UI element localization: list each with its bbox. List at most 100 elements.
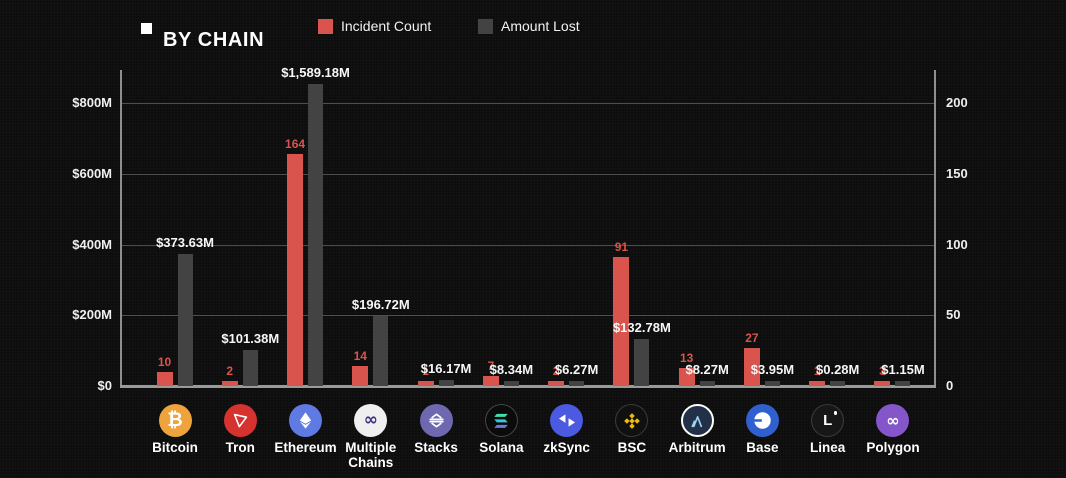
incident-count-bar[interactable] bbox=[482, 376, 499, 386]
incident-count-value: 91 bbox=[614, 240, 629, 255]
arbitrum-icon bbox=[680, 404, 714, 437]
amount-lost-value: $132.78M bbox=[612, 320, 671, 336]
bar-group-stacks: 1 $16.17M bbox=[403, 70, 471, 386]
chain-label-zksync: zkSync bbox=[543, 440, 590, 455]
bar-group-ethereum: 164 $1,589.18M bbox=[273, 65, 350, 386]
amount-lost-bar[interactable] bbox=[699, 381, 715, 386]
chain-label-stacks: Stacks bbox=[414, 440, 458, 455]
incident-count-bar[interactable] bbox=[548, 381, 565, 386]
chain-label-solana: Solana bbox=[479, 440, 524, 455]
tron-icon bbox=[223, 404, 257, 437]
bar-group-arbitrum: 13 $8.27M bbox=[664, 70, 730, 386]
left-axis-tick: $600M bbox=[72, 165, 112, 181]
bar-group-multiple-chains: 14 $196.72M bbox=[338, 70, 410, 386]
linea-icon: L bbox=[811, 404, 845, 437]
gridline-600 bbox=[122, 173, 934, 175]
legend-item-amount-lost[interactable]: Amount Lost bbox=[478, 19, 580, 34]
amount-lost-bar[interactable] bbox=[895, 381, 911, 386]
zksync-icon bbox=[550, 404, 584, 437]
incident-count-bar[interactable] bbox=[874, 381, 891, 386]
y-axis-left-line bbox=[120, 70, 122, 386]
ethereum-icon bbox=[289, 404, 323, 437]
amount-lost-bar[interactable] bbox=[634, 339, 650, 386]
left-axis-tick: $0 bbox=[97, 378, 112, 393]
incident-count-bar[interactable] bbox=[613, 257, 630, 386]
legend-label: Amount Lost bbox=[501, 18, 580, 34]
amount-lost-bar[interactable] bbox=[308, 84, 324, 386]
chart-title: BY CHAIN bbox=[163, 29, 265, 52]
gridline-400 bbox=[122, 244, 934, 246]
incident-count-value: 2 bbox=[552, 364, 560, 378]
incident-count-bar[interactable] bbox=[809, 381, 826, 386]
incident-count-bar[interactable] bbox=[417, 381, 434, 386]
gridline-800 bbox=[122, 103, 934, 104]
chain-label-multiple-chains: Multiple Chains bbox=[345, 440, 397, 470]
bsc-icon bbox=[615, 404, 649, 437]
bar-group-bsc: 91 $132.78M bbox=[599, 70, 671, 386]
right-axis-tick: 50 bbox=[946, 307, 961, 323]
incident-count-value: 27 bbox=[745, 330, 759, 345]
incident-count-value: 7 bbox=[487, 359, 495, 374]
bar-group-tron: 2 $101.38M bbox=[207, 70, 279, 386]
base-icon bbox=[745, 404, 779, 437]
chain-label-linea: Linea bbox=[810, 440, 846, 455]
amount-lost-value: $8.34M bbox=[489, 362, 534, 377]
amount-lost-bar[interactable] bbox=[764, 381, 780, 386]
left-axis-tick: $800M bbox=[72, 95, 112, 110]
bar-group-bitcoin: 10 $373.63M bbox=[142, 70, 214, 386]
incident-count-bar[interactable] bbox=[156, 371, 173, 386]
incident-count-value: 3 bbox=[879, 364, 886, 378]
amount-lost-value: $1.15M bbox=[881, 362, 925, 377]
chain-label-base: Base bbox=[746, 440, 779, 455]
solana-icon bbox=[484, 404, 518, 437]
amount-lost-value: $0.28M bbox=[816, 362, 860, 377]
amount-lost-value: $8.27M bbox=[685, 362, 729, 377]
title-bullet-square bbox=[141, 23, 152, 34]
incident-count-value: 2 bbox=[226, 364, 234, 378]
incident-count-bar[interactable] bbox=[743, 347, 760, 386]
bar-group-polygon: 3 $1.15M bbox=[860, 70, 926, 386]
incident-count-bar[interactable] bbox=[678, 367, 695, 386]
gridline-200 bbox=[122, 315, 934, 317]
bar-group-linea: 1 $0.28M bbox=[795, 70, 861, 386]
y-axis-right-line bbox=[934, 70, 936, 386]
bar-group-base: 27 $3.95M bbox=[729, 70, 795, 386]
incident-count-value: 10 bbox=[157, 354, 172, 369]
incident-count-value: 1 bbox=[813, 364, 821, 378]
right-axis-tick: 150 bbox=[946, 165, 968, 181]
legend-swatch-incident-count bbox=[318, 19, 333, 34]
amount-lost-value: $196.72M bbox=[351, 297, 410, 313]
amount-lost-value: $101.38M bbox=[221, 331, 280, 347]
bar-group-solana: 7 $8.34M bbox=[468, 70, 534, 386]
legend-swatch-amount-lost bbox=[478, 19, 493, 34]
amount-lost-bar[interactable] bbox=[177, 253, 193, 386]
multiple-chains-icon: ∞ bbox=[354, 404, 388, 437]
legend-label: Incident Count bbox=[341, 18, 432, 34]
polygon-icon: ∞ bbox=[876, 404, 910, 437]
amount-lost-value: $3.95M bbox=[750, 362, 795, 377]
incident-count-bar[interactable] bbox=[352, 366, 369, 386]
chain-label-ethereum: Ethereum bbox=[274, 440, 337, 455]
incident-count-value: 13 bbox=[679, 350, 694, 365]
amount-lost-value: $373.63M bbox=[156, 234, 214, 250]
right-axis-tick: 200 bbox=[946, 95, 968, 110]
amount-lost-bar[interactable] bbox=[503, 381, 519, 386]
amount-lost-bar[interactable] bbox=[438, 380, 454, 386]
amount-lost-bar[interactable] bbox=[830, 381, 846, 386]
chain-label-tron: Tron bbox=[225, 440, 255, 455]
incident-count-bar[interactable] bbox=[287, 153, 304, 386]
chain-label-bsc: BSC bbox=[617, 440, 647, 455]
left-axis-tick: $400M bbox=[72, 236, 112, 252]
legend-item-incident-count[interactable]: Incident Count bbox=[318, 19, 431, 34]
chain-label-bitcoin: Bitcoin bbox=[152, 440, 198, 455]
amount-lost-bar[interactable] bbox=[569, 381, 585, 386]
amount-lost-bar[interactable] bbox=[242, 350, 258, 386]
amount-lost-value: $6.27M bbox=[554, 362, 599, 377]
incident-count-value: 14 bbox=[353, 349, 367, 364]
incident-count-bar[interactable] bbox=[221, 381, 238, 386]
chain-label-arbitrum: Arbitrum bbox=[668, 440, 726, 455]
amount-lost-bar[interactable] bbox=[373, 316, 389, 386]
stacks-icon bbox=[419, 404, 453, 437]
right-axis-tick: 100 bbox=[946, 236, 968, 252]
